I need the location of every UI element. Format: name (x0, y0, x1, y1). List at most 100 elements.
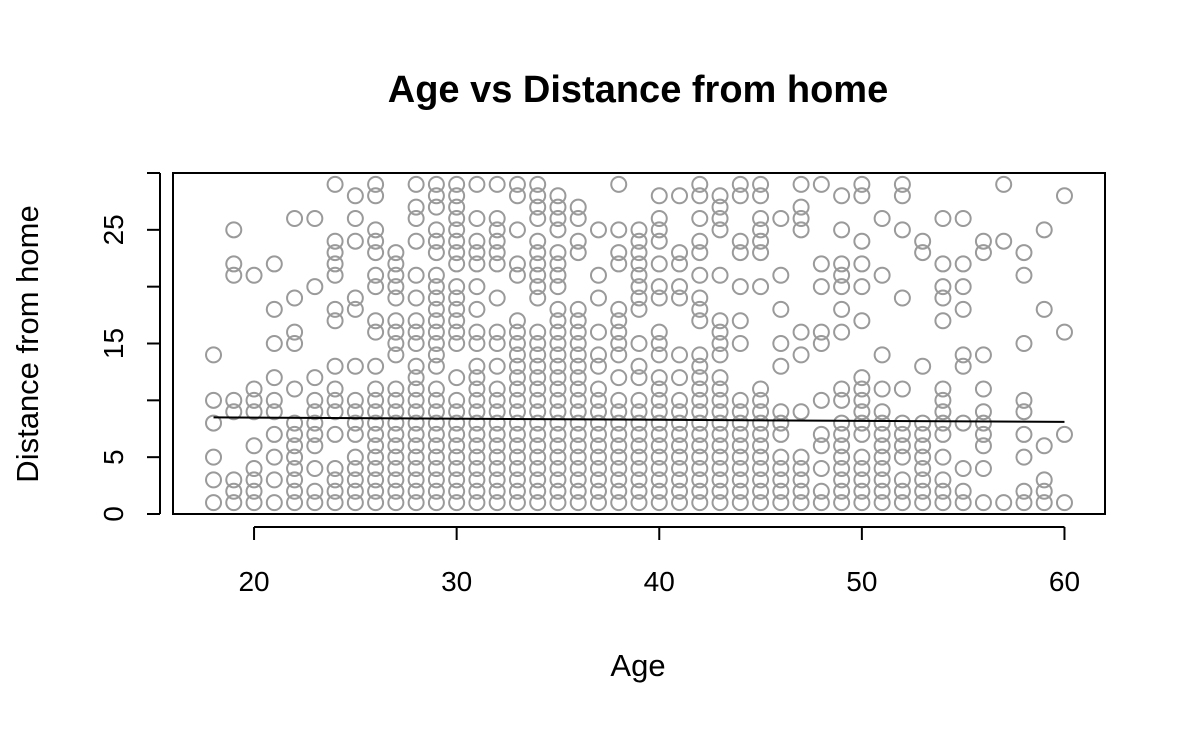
data-point (610, 221, 628, 239)
data-point (569, 448, 587, 466)
data-point (468, 471, 486, 489)
data-point (772, 460, 790, 478)
data-point (448, 460, 466, 478)
data-point (731, 494, 749, 512)
trend-line (213, 416, 1065, 423)
data-point (711, 346, 729, 364)
data-point (427, 391, 445, 409)
data-point (812, 335, 830, 352)
data-point (650, 414, 668, 432)
data-point (387, 312, 405, 330)
data-point (569, 391, 587, 409)
data-point (549, 494, 567, 512)
data-point (731, 425, 749, 443)
data-point (346, 232, 364, 250)
data-point (1015, 425, 1033, 443)
data-point (306, 414, 324, 432)
data-point (508, 266, 526, 284)
data-point (1015, 403, 1033, 421)
data-point (245, 380, 263, 398)
data-point (549, 391, 567, 409)
data-point (650, 255, 668, 273)
data-point (731, 278, 749, 296)
data-point (407, 425, 425, 443)
data-point (650, 346, 668, 364)
data-point (752, 471, 770, 489)
data-point (468, 369, 486, 387)
data-point (448, 278, 466, 296)
data-point (468, 232, 486, 250)
data-point (1015, 448, 1033, 466)
data-point (630, 482, 648, 500)
data-point (610, 369, 628, 387)
data-point (508, 380, 526, 398)
data-point (731, 312, 749, 330)
data-point (954, 460, 972, 478)
data-point (1055, 187, 1073, 205)
data-point (691, 448, 709, 466)
data-point (549, 414, 567, 432)
data-point (610, 300, 628, 318)
data-point (589, 460, 607, 478)
data-point (589, 414, 607, 432)
data-point (954, 346, 972, 364)
data-point (448, 369, 466, 387)
data-point (448, 494, 466, 512)
data-point (610, 471, 628, 489)
data-point (448, 198, 466, 216)
data-point (772, 357, 790, 375)
data-point (306, 437, 324, 455)
data-point (671, 289, 689, 307)
data-point (914, 244, 932, 262)
data-point (752, 460, 770, 478)
data-point (448, 448, 466, 466)
data-point (589, 221, 607, 239)
data-point (508, 255, 526, 273)
data-point (265, 300, 283, 318)
data-point (610, 312, 628, 330)
data-point (671, 391, 689, 409)
data-point (833, 323, 851, 341)
data-point (589, 323, 607, 341)
data-point (650, 232, 668, 250)
data-point (610, 437, 628, 455)
data-point (488, 221, 506, 239)
data-point (367, 437, 385, 455)
data-point (711, 391, 729, 409)
data-point (752, 425, 770, 443)
data-point (468, 209, 486, 227)
data-point (711, 380, 729, 398)
data-point (853, 414, 871, 432)
data-point (569, 323, 587, 341)
data-point (569, 198, 587, 216)
data-point (225, 494, 243, 512)
data-point (508, 448, 526, 466)
data-point (326, 471, 344, 489)
data-point (812, 425, 830, 443)
data-point (1015, 482, 1033, 500)
data-point (407, 494, 425, 512)
data-point (448, 414, 466, 432)
data-point (1035, 300, 1053, 318)
data-point (772, 300, 790, 318)
data-point (792, 346, 810, 364)
data-point (346, 482, 364, 500)
x-tick-label: 40 (644, 566, 675, 597)
data-point (508, 460, 526, 478)
data-point (286, 471, 304, 489)
data-point (326, 391, 344, 409)
data-point (569, 357, 587, 375)
data-point (508, 425, 526, 443)
data-point (569, 369, 587, 387)
data-point (387, 255, 405, 273)
data-point (650, 221, 668, 239)
y-axis: 0 5 15 25 (98, 172, 161, 522)
data-point (833, 278, 851, 296)
data-point (508, 437, 526, 455)
data-point (225, 482, 243, 500)
data-point (1015, 494, 1033, 512)
data-point (306, 482, 324, 500)
data-point (427, 289, 445, 307)
data-point (873, 471, 891, 489)
data-point (752, 448, 770, 466)
